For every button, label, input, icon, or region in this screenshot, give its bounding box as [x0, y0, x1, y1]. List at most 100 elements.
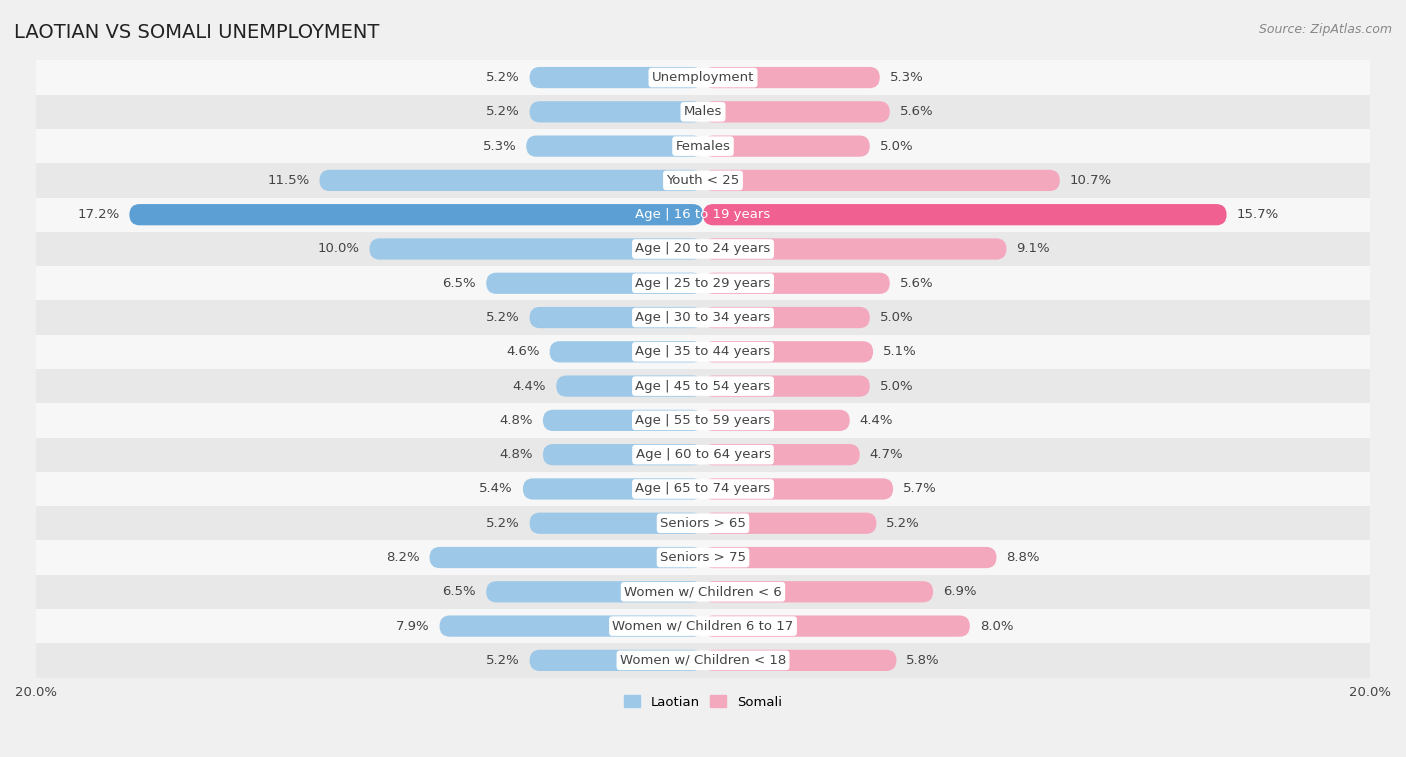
- Text: 5.3%: 5.3%: [890, 71, 924, 84]
- Bar: [37, 506, 1369, 540]
- Bar: [37, 643, 1369, 678]
- FancyBboxPatch shape: [550, 341, 703, 363]
- Text: 11.5%: 11.5%: [267, 174, 309, 187]
- Text: LAOTIAN VS SOMALI UNEMPLOYMENT: LAOTIAN VS SOMALI UNEMPLOYMENT: [14, 23, 380, 42]
- FancyBboxPatch shape: [703, 273, 890, 294]
- Text: 6.5%: 6.5%: [443, 277, 477, 290]
- Text: 4.8%: 4.8%: [499, 448, 533, 461]
- Text: 4.6%: 4.6%: [506, 345, 540, 358]
- Text: Age | 25 to 29 years: Age | 25 to 29 years: [636, 277, 770, 290]
- FancyBboxPatch shape: [129, 204, 703, 226]
- Bar: [37, 232, 1369, 266]
- Text: Women w/ Children 6 to 17: Women w/ Children 6 to 17: [613, 619, 793, 633]
- FancyBboxPatch shape: [703, 136, 870, 157]
- Text: 8.8%: 8.8%: [1007, 551, 1040, 564]
- Text: 5.4%: 5.4%: [479, 482, 513, 496]
- FancyBboxPatch shape: [319, 170, 703, 191]
- FancyBboxPatch shape: [486, 273, 703, 294]
- Text: 5.3%: 5.3%: [482, 139, 516, 153]
- Bar: [37, 335, 1369, 369]
- FancyBboxPatch shape: [530, 512, 703, 534]
- Bar: [37, 301, 1369, 335]
- Text: 5.2%: 5.2%: [486, 71, 520, 84]
- Text: 5.6%: 5.6%: [900, 105, 934, 118]
- FancyBboxPatch shape: [703, 478, 893, 500]
- Text: Youth < 25: Youth < 25: [666, 174, 740, 187]
- Text: Age | 60 to 64 years: Age | 60 to 64 years: [636, 448, 770, 461]
- Legend: Laotian, Somali: Laotian, Somali: [619, 690, 787, 714]
- Text: 10.7%: 10.7%: [1070, 174, 1112, 187]
- Bar: [37, 540, 1369, 575]
- FancyBboxPatch shape: [530, 650, 703, 671]
- FancyBboxPatch shape: [703, 581, 934, 603]
- FancyBboxPatch shape: [703, 547, 997, 569]
- Text: Women w/ Children < 18: Women w/ Children < 18: [620, 654, 786, 667]
- FancyBboxPatch shape: [543, 444, 703, 466]
- FancyBboxPatch shape: [543, 410, 703, 431]
- Text: 15.7%: 15.7%: [1237, 208, 1279, 221]
- Text: 5.0%: 5.0%: [880, 311, 914, 324]
- Text: Age | 16 to 19 years: Age | 16 to 19 years: [636, 208, 770, 221]
- Text: Females: Females: [675, 139, 731, 153]
- Text: 9.1%: 9.1%: [1017, 242, 1050, 255]
- Bar: [37, 95, 1369, 129]
- Text: 5.7%: 5.7%: [903, 482, 936, 496]
- Bar: [37, 472, 1369, 506]
- Text: 5.0%: 5.0%: [880, 379, 914, 393]
- Text: Age | 45 to 54 years: Age | 45 to 54 years: [636, 379, 770, 393]
- FancyBboxPatch shape: [703, 170, 1060, 191]
- Text: 10.0%: 10.0%: [318, 242, 360, 255]
- Text: Women w/ Children < 6: Women w/ Children < 6: [624, 585, 782, 598]
- Text: Seniors > 75: Seniors > 75: [659, 551, 747, 564]
- Text: Age | 20 to 24 years: Age | 20 to 24 years: [636, 242, 770, 255]
- FancyBboxPatch shape: [370, 238, 703, 260]
- Text: 8.2%: 8.2%: [385, 551, 419, 564]
- Bar: [37, 164, 1369, 198]
- Text: 5.6%: 5.6%: [900, 277, 934, 290]
- FancyBboxPatch shape: [526, 136, 703, 157]
- Text: Age | 30 to 34 years: Age | 30 to 34 years: [636, 311, 770, 324]
- Text: 8.0%: 8.0%: [980, 619, 1014, 633]
- Text: 4.4%: 4.4%: [513, 379, 547, 393]
- Text: 4.7%: 4.7%: [870, 448, 904, 461]
- Bar: [37, 266, 1369, 301]
- Bar: [37, 198, 1369, 232]
- Text: 5.2%: 5.2%: [886, 517, 920, 530]
- FancyBboxPatch shape: [530, 67, 703, 88]
- Text: 7.9%: 7.9%: [396, 619, 429, 633]
- Text: 5.8%: 5.8%: [907, 654, 941, 667]
- FancyBboxPatch shape: [530, 307, 703, 329]
- FancyBboxPatch shape: [557, 375, 703, 397]
- Text: 6.5%: 6.5%: [443, 585, 477, 598]
- FancyBboxPatch shape: [703, 512, 876, 534]
- FancyBboxPatch shape: [703, 67, 880, 88]
- Text: 5.2%: 5.2%: [486, 654, 520, 667]
- FancyBboxPatch shape: [703, 341, 873, 363]
- FancyBboxPatch shape: [703, 615, 970, 637]
- FancyBboxPatch shape: [486, 581, 703, 603]
- Text: 4.8%: 4.8%: [499, 414, 533, 427]
- FancyBboxPatch shape: [440, 615, 703, 637]
- Text: Seniors > 65: Seniors > 65: [659, 517, 747, 530]
- FancyBboxPatch shape: [530, 101, 703, 123]
- Bar: [37, 575, 1369, 609]
- FancyBboxPatch shape: [703, 410, 849, 431]
- Text: 5.1%: 5.1%: [883, 345, 917, 358]
- FancyBboxPatch shape: [429, 547, 703, 569]
- Bar: [37, 61, 1369, 95]
- Text: 6.9%: 6.9%: [943, 585, 977, 598]
- Bar: [37, 609, 1369, 643]
- FancyBboxPatch shape: [703, 375, 870, 397]
- FancyBboxPatch shape: [703, 238, 1007, 260]
- Text: Age | 35 to 44 years: Age | 35 to 44 years: [636, 345, 770, 358]
- Bar: [37, 403, 1369, 438]
- Text: Males: Males: [683, 105, 723, 118]
- Text: 5.2%: 5.2%: [486, 311, 520, 324]
- FancyBboxPatch shape: [523, 478, 703, 500]
- Text: 4.4%: 4.4%: [859, 414, 893, 427]
- FancyBboxPatch shape: [703, 101, 890, 123]
- Text: Unemployment: Unemployment: [652, 71, 754, 84]
- FancyBboxPatch shape: [703, 650, 897, 671]
- Text: 17.2%: 17.2%: [77, 208, 120, 221]
- Bar: [37, 369, 1369, 403]
